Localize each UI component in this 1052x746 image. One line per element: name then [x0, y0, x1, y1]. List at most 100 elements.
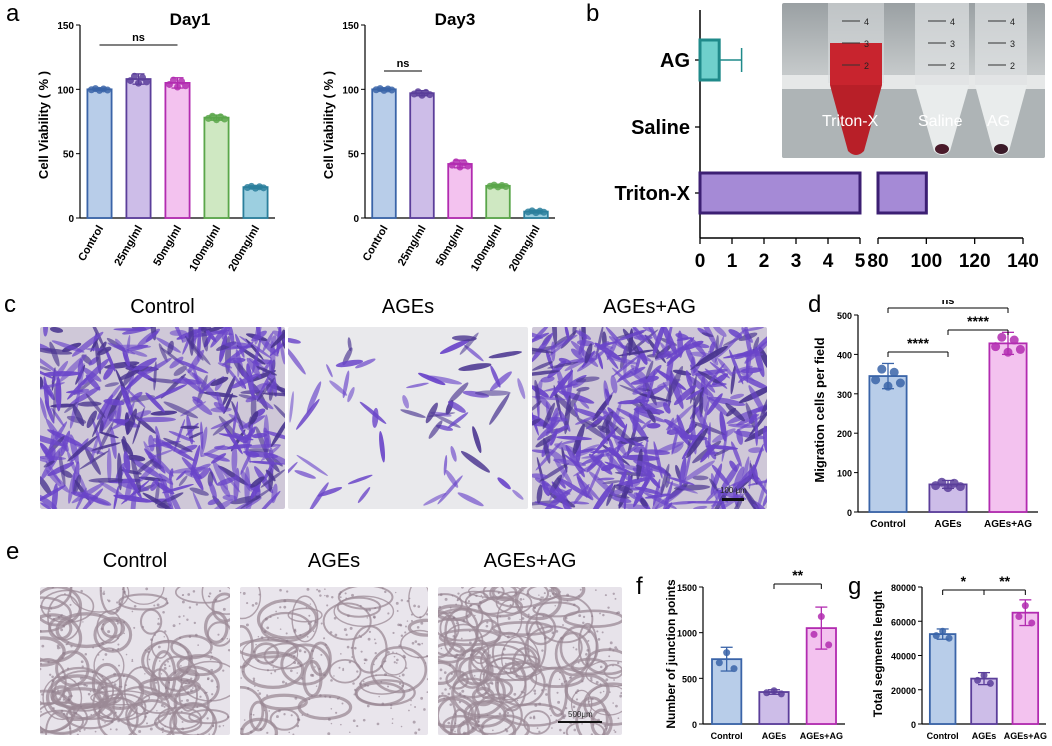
- x-tick-label: 80: [867, 251, 888, 272]
- cell: [642, 327, 655, 333]
- tube-network: [93, 647, 125, 684]
- cell: [288, 338, 301, 344]
- cell-dot: [62, 712, 66, 716]
- data-point: [770, 687, 778, 695]
- cell-dot: [218, 589, 222, 593]
- cell: [222, 375, 236, 406]
- cell-dot: [67, 641, 70, 644]
- cell-dot: [206, 691, 208, 694]
- cell: [104, 382, 119, 387]
- cell-dot: [419, 616, 422, 619]
- cell-dot: [617, 611, 620, 615]
- cell: [532, 414, 552, 430]
- cell-dot: [272, 666, 275, 669]
- cell: [231, 444, 238, 474]
- cell-dot: [466, 723, 468, 726]
- cell: [701, 332, 714, 338]
- cell-dot: [319, 594, 322, 597]
- cell: [357, 487, 371, 504]
- cell-dot: [405, 667, 408, 670]
- cell-dot: [80, 705, 82, 708]
- cell-dot: [318, 667, 321, 671]
- panel-letter-b: b: [586, 0, 600, 27]
- cell: [49, 327, 64, 333]
- cell: [43, 327, 49, 337]
- cell-dot: [149, 727, 153, 731]
- cell-dot: [160, 673, 163, 675]
- cell: [744, 327, 764, 332]
- scale-bar-label: 500μm: [568, 710, 593, 719]
- cell: [64, 401, 78, 413]
- cell-dot: [316, 588, 319, 591]
- tube-network: [139, 608, 163, 635]
- cell: [90, 431, 100, 465]
- cell: [472, 426, 482, 454]
- data-point: [143, 78, 151, 86]
- cell-dot: [102, 592, 106, 596]
- tube-network: [256, 598, 319, 640]
- cell: [192, 491, 207, 509]
- tube-photo-drawing: 4 3 2 4 3 2 4 3 2: [782, 3, 1045, 158]
- cell-dot: [193, 621, 197, 625]
- cell-dot: [210, 668, 214, 672]
- tube-network: [150, 630, 170, 659]
- photo-label-saline: Saline: [918, 113, 963, 130]
- cell: [692, 475, 709, 481]
- cell-dot: [102, 623, 105, 626]
- cell-dot: [609, 641, 613, 645]
- cell: [728, 329, 743, 339]
- tube-network: [337, 587, 394, 610]
- cell-dot: [473, 674, 476, 677]
- cell-dot: [250, 713, 253, 716]
- cell-dot: [192, 590, 196, 593]
- cell-dot: [51, 675, 54, 679]
- cell: [573, 448, 597, 454]
- cell-dot: [608, 647, 612, 651]
- cell: [151, 384, 188, 401]
- cell-dot: [609, 691, 611, 693]
- cell-dot: [209, 658, 212, 661]
- cell: [201, 327, 209, 352]
- cell: [134, 410, 152, 418]
- cell: [251, 383, 266, 394]
- cell-dot: [257, 659, 260, 662]
- cell-dot: [603, 724, 607, 728]
- cell-dot: [586, 662, 589, 665]
- cell-dot: [478, 713, 480, 715]
- chart-migration: Migration cells per field 0 100 200 300 400 5…: [812, 300, 1038, 530]
- cell-dot: [92, 646, 95, 649]
- cell-dot: [591, 615, 594, 618]
- cell-dot: [454, 722, 457, 725]
- tube-network: [438, 610, 457, 659]
- cell-dot: [107, 599, 111, 603]
- cell: [685, 389, 703, 400]
- cell: [262, 392, 285, 397]
- cell-dot: [226, 638, 229, 640]
- data-point: [1015, 613, 1023, 621]
- cell-dot: [525, 654, 527, 657]
- cell-dot: [449, 606, 452, 609]
- graduation-label: 3: [864, 39, 869, 49]
- cell: [270, 417, 285, 447]
- cell: [603, 380, 610, 406]
- cell: [150, 478, 159, 491]
- cell: [40, 433, 64, 447]
- data-point: [883, 381, 893, 391]
- significance-label: ns: [397, 58, 410, 70]
- cell-dot: [276, 715, 279, 719]
- cell: [131, 459, 163, 480]
- cell-dot: [390, 707, 393, 710]
- cell: [564, 395, 571, 435]
- cell: [652, 327, 666, 357]
- y-tick-label: 80000: [891, 583, 916, 593]
- cell: [294, 470, 316, 479]
- tube-network: [407, 618, 428, 637]
- cell-dot: [186, 618, 189, 621]
- cell-dot: [548, 589, 552, 593]
- cell-dot: [400, 599, 404, 602]
- cell-dot: [180, 686, 183, 688]
- cell-dot: [117, 643, 120, 646]
- cell-dot: [274, 670, 277, 673]
- cell-dot: [118, 664, 120, 667]
- y-axis-label: Number of junction points: [664, 579, 678, 729]
